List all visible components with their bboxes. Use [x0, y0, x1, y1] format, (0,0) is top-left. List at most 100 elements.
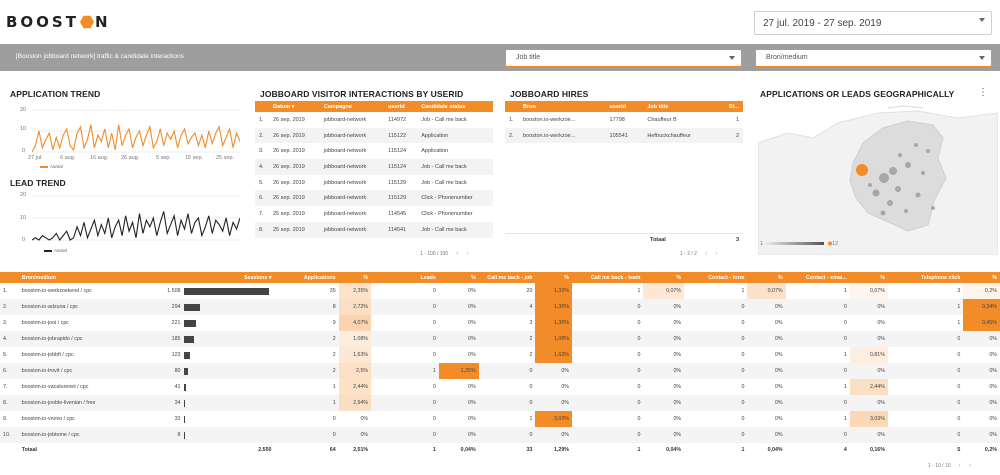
cell-percent: 0,07% [849, 283, 888, 299]
cell-userid: 115124 [388, 148, 407, 155]
table-row[interactable]: 6. 26 sep. 2019 jobboard-network 115129 Clic… [255, 190, 493, 207]
col-job-title[interactable]: Job title [643, 101, 718, 112]
hires-table: Bron userId Job title St... 1. booston.io… [505, 101, 743, 144]
next-page-icon[interactable]: › [968, 462, 972, 469]
map-scale-min: 1 [760, 241, 764, 247]
table-row[interactable]: 1. booston.io-werkzoe... 17798 Chauffeur B 1 [505, 112, 743, 128]
col-metric-5[interactable]: % [438, 272, 479, 283]
total-value: 4 [843, 447, 847, 453]
cell-datum: 26 sep. 2019 [269, 127, 320, 144]
cell-percent: 0% [438, 331, 479, 347]
total-label: Totaal [21, 447, 38, 453]
date-range-picker[interactable]: 27 jul. 2019 - 27 sep. 2019 [754, 11, 992, 35]
cell-count: 0 [785, 363, 850, 379]
table-row[interactable]: 2. booston.io-adzuna / cpc 294 8 2,72% 0 0% 4 1,… [0, 299, 1000, 315]
cell-datum: 26 sep. 2019 [269, 159, 320, 175]
table-row[interactable]: 2. 26 sep. 2019 jobboard-network 115122 Appl… [255, 127, 493, 144]
cell-percent: 0% [747, 395, 786, 411]
cell-percent: 1,25% [438, 363, 479, 379]
col-bron-medium[interactable]: Bron/medium [18, 272, 165, 283]
table-row[interactable]: 3. booston.io-jooi / cpc 221 9 4,07% 0 0% 3 1,36… [0, 315, 1000, 331]
table-row[interactable]: 1. booston.io-werkzoekend / cpc 1.508 35 2,3… [0, 283, 1000, 299]
cell-count: 0 [684, 299, 748, 315]
col-metric-12[interactable]: Contact - emai... [785, 272, 850, 283]
cell-percent: 0% [774, 384, 783, 390]
cell-count: 2 [274, 331, 339, 347]
row-index: 3. [259, 148, 264, 155]
col-bron[interactable]: Bron [519, 101, 606, 112]
col-metric-14[interactable]: Telephone click [887, 272, 964, 283]
row-index: 4. [255, 159, 269, 175]
table-row[interactable]: 1. 26 sep. 2019 jobboard-network 114972 Job … [255, 112, 493, 128]
table-row[interactable]: 5. booston.io-jobbft / cpc 123 2 1,63% 0 0% 2 1,… [0, 347, 1000, 363]
table-row[interactable]: 4. booston.io-jobrapido / cpc 185 2 1,08% 0 0%… [0, 331, 1000, 347]
col-metric-13[interactable]: % [849, 272, 888, 283]
cell-bron-medium: booston.io-jobtome / cpc [18, 427, 165, 443]
table-row[interactable]: 8. 25 sep. 2019 jobboard-network 114541 Job … [255, 221, 493, 238]
col-metric-6[interactable]: Call me back - job [478, 272, 536, 283]
cell-sessions: 33 [164, 411, 274, 427]
col-userid[interactable]: userId [605, 101, 644, 112]
row-index: 4. [0, 331, 19, 347]
sessions-bar-cell: 33 [167, 415, 271, 423]
cell-bron-medium: booston.io-adzuna / cpc [18, 299, 165, 315]
sessions-bar [183, 303, 201, 311]
col-campagne[interactable]: Campagne [319, 101, 385, 112]
sessions-value: 294 [171, 304, 181, 310]
col-datum[interactable]: Datum ▾ [269, 101, 320, 112]
table-row[interactable]: 6. booston.io-trovit / cpc 80 2 2,5% 1 1,25% 0 0… [0, 363, 1000, 379]
legend-label: Aantal [54, 248, 67, 253]
cell-percent: 0% [673, 384, 682, 390]
cell-count: 0 [741, 320, 745, 326]
table-row[interactable]: 10. booston.io-jobtome / cpc 8 0 0% 0 0% 0 0% 0 0%… [0, 427, 1000, 443]
next-page-icon[interactable]: › [466, 250, 469, 257]
cell-percent: 2,35% [338, 283, 372, 299]
total-value: 33 [526, 447, 533, 453]
cell-status: 1 [735, 116, 739, 123]
table-row[interactable]: 9. booston.io-vnovo / cpc 33 0 0% 0 0% 1 3,03% 0 0… [0, 411, 1000, 427]
netherlands-map[interactable] [758, 103, 998, 255]
job-title-filter[interactable]: Job title [505, 49, 742, 67]
cell-datum: 26 sep. 2019 [273, 148, 305, 155]
cell-status: Application [421, 148, 449, 155]
cell-sessions: 41 [164, 379, 274, 395]
table-row[interactable]: 5. 26 sep. 2019 jobboard-network 115129 Job … [255, 175, 493, 191]
table-row[interactable]: 3. 26 sep. 2019 jobboard-network 115124 Appl… [255, 143, 493, 159]
col-metric-1[interactable]: Sessions ▾ [164, 272, 275, 283]
col-metric-10[interactable]: Contact - form [684, 272, 748, 283]
table-row[interactable]: 8. booston.io-jooble-livenian / free 34 1 2,… [0, 395, 1000, 411]
col-status[interactable]: St... [717, 101, 743, 112]
col-metric-3[interactable]: % [338, 272, 372, 283]
more-options-icon[interactable]: ⋮ [978, 87, 988, 98]
total-row: Totaal 2.550 64 2,51% 1 0,04% 33 1,29% 1 0,04% 1 0,… [0, 443, 1000, 457]
prev-page-icon[interactable]: ‹ [958, 462, 961, 469]
table-row[interactable]: 2. booston.io-werkzoe... 105541 Heftruckcha… [505, 127, 743, 144]
bron-medium-filter[interactable]: Bron/medium [755, 49, 992, 67]
col-metric-4[interactable]: Leads [371, 272, 439, 283]
next-page-icon[interactable]: › [715, 250, 718, 257]
sessions-value: 123 [171, 352, 181, 358]
col-metric-8[interactable]: Call me back - team [571, 272, 644, 283]
prev-page-icon[interactable]: ‹ [456, 250, 459, 257]
cell-campagne: jobboard-network [319, 221, 385, 238]
row-index: 6. [255, 190, 269, 207]
col-metric-7[interactable]: % [535, 272, 572, 283]
cell-bron-medium: booston.io-jooi / cpc [21, 320, 69, 326]
col-candidate-status[interactable]: Candidate status [417, 101, 493, 112]
cell-percent: 1,33% [535, 283, 572, 299]
col-metric-9[interactable]: % [643, 272, 685, 283]
prev-page-icon[interactable]: ‹ [704, 250, 708, 257]
caret-down-icon [979, 56, 985, 60]
series-line [32, 124, 240, 153]
col-metric-15[interactable]: % [963, 272, 1000, 283]
table-row[interactable]: 4. 26 sep. 2019 jobboard-network 115124 Job … [255, 159, 493, 175]
cell-job-title: Heftruckchauffeur [643, 127, 718, 144]
col-userid[interactable]: userId [384, 101, 418, 112]
col-metric-11[interactable]: % [747, 272, 786, 283]
map-hotspot[interactable] [856, 164, 868, 176]
lead-trend-legend: Aantal [44, 248, 67, 253]
col-metric-2[interactable]: Applications [274, 272, 339, 283]
table-row[interactable]: 7. 25 sep. 2019 jobboard-network 114545 Clic… [255, 206, 493, 222]
table-row[interactable]: 7. booston.io-vacaturenet / cpc 41 1 2,44% 0 0… [0, 379, 1000, 395]
